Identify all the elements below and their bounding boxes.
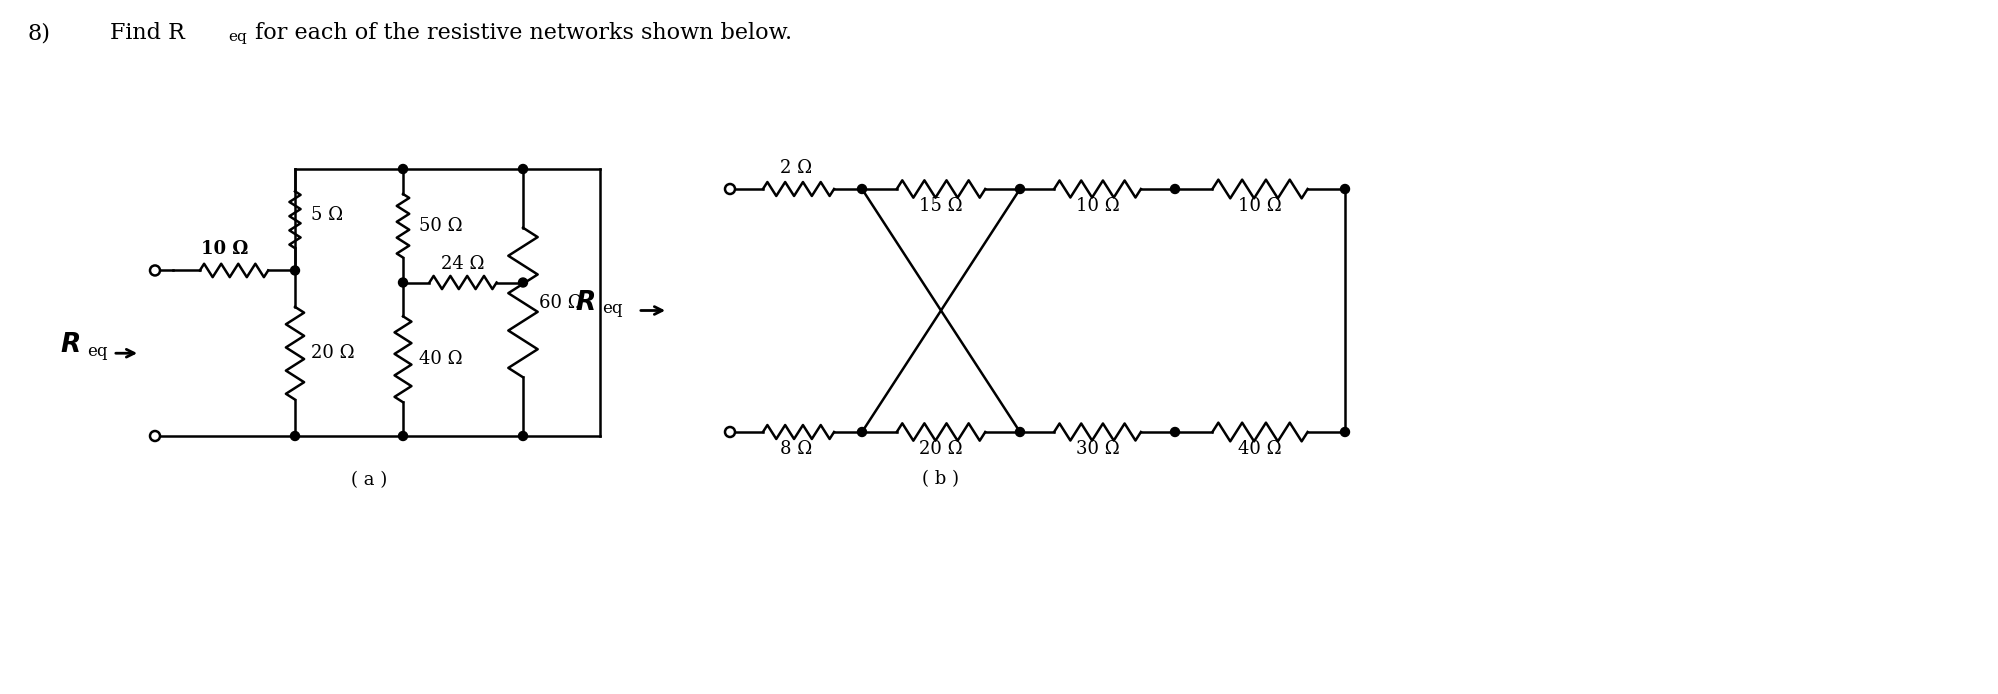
Circle shape [398,278,408,287]
Circle shape [290,432,300,441]
Text: for each of the resistive networks shown below.: for each of the resistive networks shown… [248,22,791,44]
Text: 24 Ω: 24 Ω [442,255,484,273]
Text: 10 Ω: 10 Ω [1237,197,1281,215]
Text: 20 Ω: 20 Ω [312,344,354,362]
Text: eq: eq [601,300,621,317]
Circle shape [1015,185,1025,194]
Text: 20 Ω: 20 Ω [919,440,963,458]
Text: 5 Ω: 5 Ω [312,205,344,223]
Text: eq: eq [228,30,246,44]
Text: 40 Ω: 40 Ω [1237,440,1281,458]
Text: eq: eq [88,343,108,359]
Circle shape [1171,428,1179,437]
Text: 10 Ω: 10 Ω [1075,197,1119,215]
Circle shape [517,164,527,174]
Text: ( a ): ( a ) [352,471,388,489]
Circle shape [517,278,527,287]
Text: 2 Ω: 2 Ω [779,159,811,177]
Circle shape [517,432,527,441]
Text: 40 Ω: 40 Ω [420,350,462,369]
Circle shape [857,428,865,437]
Circle shape [290,266,300,275]
Circle shape [398,432,408,441]
Text: 50 Ω: 50 Ω [420,217,462,235]
Circle shape [1341,428,1349,437]
Circle shape [1171,185,1179,194]
Text: 15 Ω: 15 Ω [919,197,963,215]
Text: 8): 8) [28,22,52,44]
Text: Find R: Find R [110,22,184,44]
Text: $\boldsymbol{R}$: $\boldsymbol{R}$ [60,332,80,358]
Circle shape [1341,185,1349,194]
Text: 30 Ω: 30 Ω [1075,440,1119,458]
Text: $\boldsymbol{R}$: $\boldsymbol{R}$ [575,289,595,316]
Text: 8 Ω: 8 Ω [779,440,811,458]
Circle shape [857,185,865,194]
Text: ( b ): ( b ) [921,470,959,488]
Circle shape [1015,428,1025,437]
Text: 10 Ω: 10 Ω [202,240,248,258]
Text: 60 Ω: 60 Ω [539,294,583,312]
Circle shape [398,164,408,174]
